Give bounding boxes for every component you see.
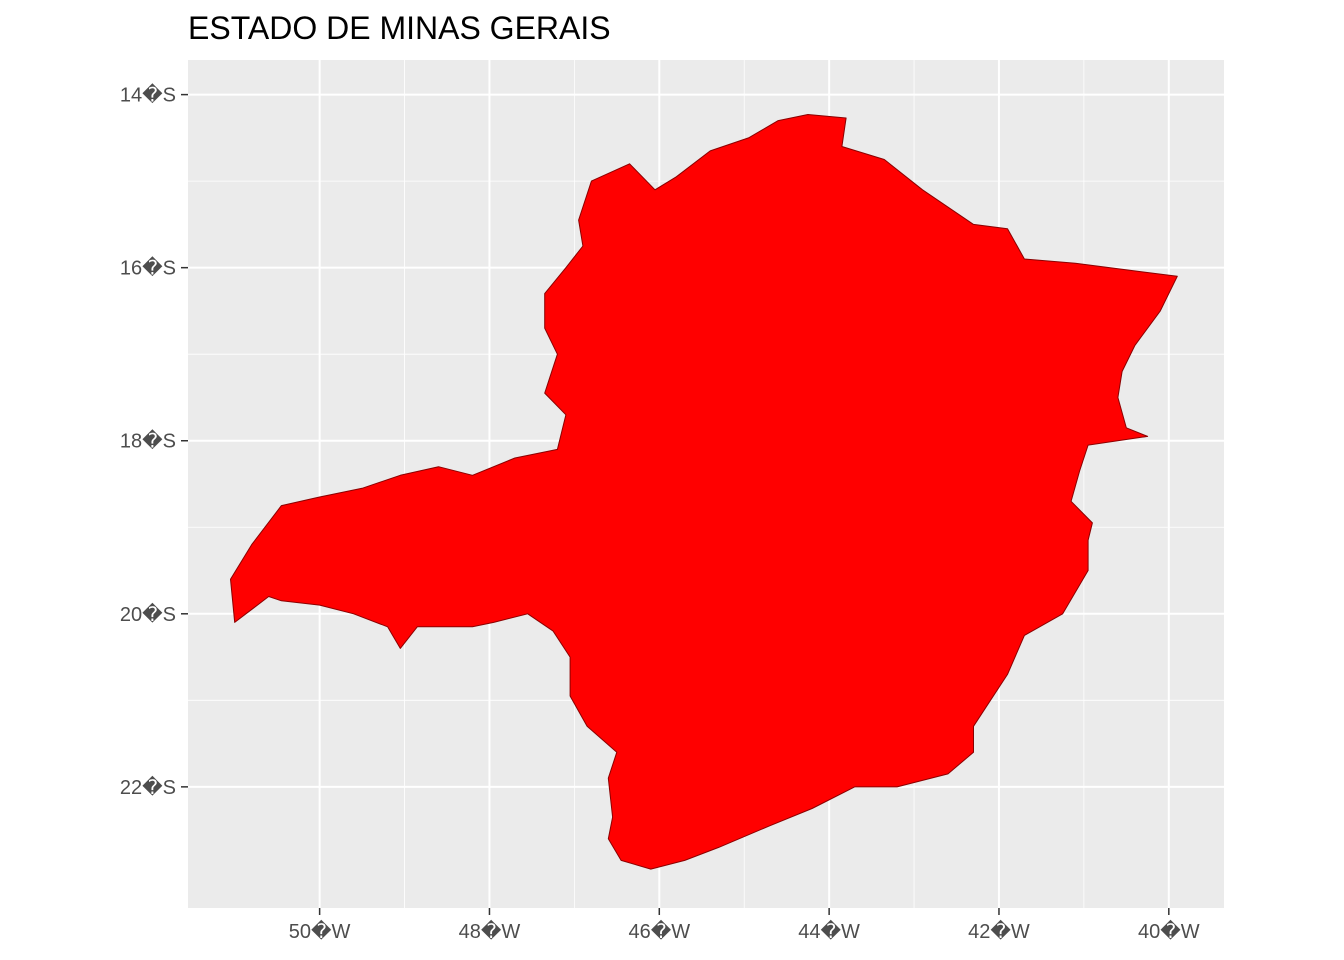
x-axis-longitude: 50�W 48�W 46�W 44�W 42�W 40�W xyxy=(289,908,1200,943)
y-tick-label: 20�S xyxy=(120,602,176,626)
y-tick-label: 18�S xyxy=(120,429,176,453)
x-tick-label: 40�W xyxy=(1138,919,1200,943)
x-tick-label: 46�W xyxy=(628,919,690,943)
minas-gerais-state-shape xyxy=(230,114,1178,870)
x-tick-label: 42�W xyxy=(968,919,1030,943)
y-axis-latitude: 14�S 16�S 18�S 20�S 22�S xyxy=(120,83,188,799)
map-title: ESTADO DE MINAS GERAIS xyxy=(188,10,611,46)
x-tick-label: 50�W xyxy=(289,919,351,943)
y-tick-label: 14�S xyxy=(120,83,176,107)
x-tick-label: 48�W xyxy=(459,919,521,943)
y-tick-label: 22�S xyxy=(120,775,176,799)
x-tick-label: 44�W xyxy=(798,919,860,943)
y-tick-label: 16�S xyxy=(120,256,176,280)
